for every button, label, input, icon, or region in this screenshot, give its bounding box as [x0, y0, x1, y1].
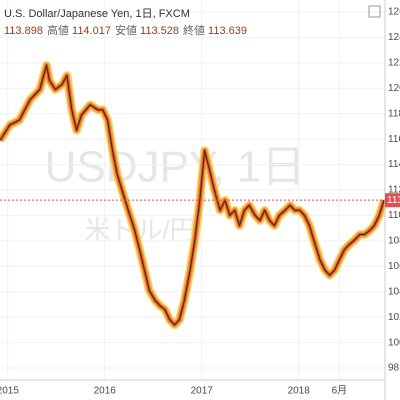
y-tick-label: 114 — [388, 159, 400, 170]
price-tag-label: 113.639 — [387, 195, 400, 206]
y-tick-label: 124 — [388, 32, 400, 43]
close: 113.639 — [208, 25, 247, 37]
y-tick-label: 120 — [388, 83, 400, 94]
y-tick-label: 100 — [388, 337, 400, 348]
x-tick-label: 6月 — [332, 385, 348, 397]
y-tick-label: 112 — [388, 185, 400, 196]
price-tag — [385, 193, 400, 208]
price-line — [0, 64, 385, 326]
settings-icon[interactable] — [368, 5, 381, 18]
y-tick-label: 106 — [388, 261, 400, 272]
y-tick-label: 108 — [388, 236, 400, 247]
x-tick-label: 2018 — [288, 386, 311, 397]
y-tick-label: 98 — [388, 363, 400, 374]
y-tick-label: 104 — [388, 286, 400, 297]
x-tick-label: 2016 — [94, 386, 117, 397]
close-label: 終値 — [182, 25, 205, 37]
y-tick-label: 102 — [388, 312, 400, 323]
watermark: USDJPY, 1日 — [45, 143, 306, 192]
high: 114.017 — [72, 25, 111, 37]
legend-title: U.S. Dollar/Japanese Yen, 1日, FXCM — [4, 8, 190, 20]
open: 113.898 — [4, 25, 43, 37]
y-tick-label: 126 — [388, 7, 400, 18]
x-tick-label: 2015 — [0, 386, 19, 397]
low: 113.528 — [140, 25, 179, 37]
high-label: 高値 — [46, 25, 69, 37]
y-tick-label: 110 — [388, 210, 400, 221]
x-tick-label: 2017 — [191, 386, 214, 397]
y-tick-label: 118 — [388, 108, 400, 119]
legend: U.S. Dollar/Japanese Yen, 1日, FXCM 113.8… — [4, 6, 247, 40]
y-tick-label: 116 — [388, 134, 400, 145]
y-tick-label: 122 — [388, 57, 400, 68]
low-label: 安値 — [114, 25, 137, 37]
